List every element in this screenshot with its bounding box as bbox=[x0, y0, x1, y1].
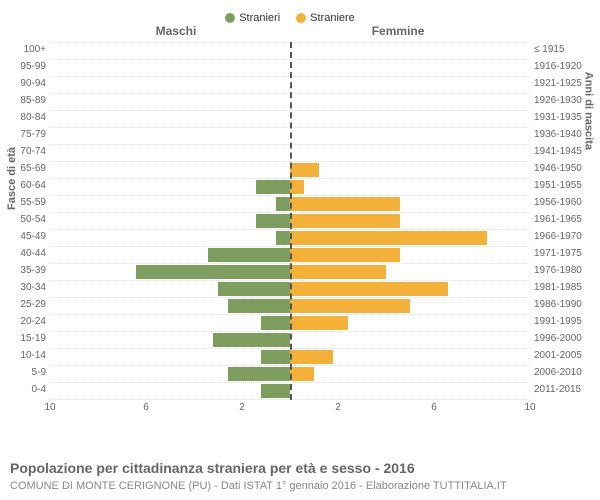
age-label: 100+ bbox=[4, 44, 46, 55]
legend-swatch bbox=[225, 13, 235, 23]
male-bar bbox=[208, 248, 290, 262]
xtick: 10 bbox=[524, 402, 535, 413]
birth-year-label: 1941-1945 bbox=[534, 146, 596, 157]
male-bar bbox=[213, 333, 290, 347]
age-label: 60-64 bbox=[4, 180, 46, 191]
male-bar bbox=[261, 316, 290, 330]
pyramid-rows: 100+≤ 191595-991916-192090-941921-192585… bbox=[50, 42, 530, 400]
male-bar bbox=[228, 367, 290, 381]
legend-item: Stranieri bbox=[225, 12, 280, 24]
male-bar bbox=[276, 231, 290, 245]
birth-year-label: 2011-2015 bbox=[534, 384, 596, 395]
x-axis: 10622610 bbox=[50, 400, 530, 420]
birth-year-label: 1916-1920 bbox=[534, 61, 596, 72]
female-bar bbox=[290, 367, 314, 381]
header-females: Femmine bbox=[372, 24, 425, 38]
birth-year-label: 1956-1960 bbox=[534, 197, 596, 208]
age-label: 15-19 bbox=[4, 333, 46, 344]
female-bar bbox=[290, 163, 319, 177]
female-bar bbox=[290, 231, 487, 245]
male-bar bbox=[256, 214, 290, 228]
legend-label: Straniere bbox=[310, 12, 355, 24]
xtick: 2 bbox=[239, 402, 245, 413]
age-label: 75-79 bbox=[4, 129, 46, 140]
birth-year-label: 1946-1950 bbox=[534, 163, 596, 174]
female-bar bbox=[290, 282, 448, 296]
xtick: 2 bbox=[335, 402, 341, 413]
female-bar bbox=[290, 316, 348, 330]
chart-title: Popolazione per cittadinanza straniera p… bbox=[10, 460, 415, 476]
age-label: 5-9 bbox=[4, 367, 46, 378]
legend: Stranieri Straniere bbox=[50, 10, 530, 24]
age-label: 80-84 bbox=[4, 112, 46, 123]
xtick: 10 bbox=[44, 402, 55, 413]
age-label: 50-54 bbox=[4, 214, 46, 225]
birth-year-label: 2001-2005 bbox=[534, 350, 596, 361]
birth-year-label: 1951-1955 bbox=[534, 180, 596, 191]
birth-year-label: 1966-1970 bbox=[534, 231, 596, 242]
chart-subtitle: COMUNE DI MONTE CERIGNONE (PU) - Dati IS… bbox=[10, 480, 507, 492]
female-bar bbox=[290, 197, 400, 211]
birth-year-label: 1936-1940 bbox=[534, 129, 596, 140]
female-bar bbox=[290, 180, 304, 194]
age-label: 65-69 bbox=[4, 163, 46, 174]
female-bar bbox=[290, 214, 400, 228]
age-label: 30-34 bbox=[4, 282, 46, 293]
age-label: 10-14 bbox=[4, 350, 46, 361]
male-bar bbox=[261, 350, 290, 364]
female-bar bbox=[290, 299, 410, 313]
birth-year-label: 1961-1965 bbox=[534, 214, 596, 225]
birth-year-label: 2006-2010 bbox=[534, 367, 596, 378]
female-bar bbox=[290, 265, 386, 279]
birth-year-label: 1996-2000 bbox=[534, 333, 596, 344]
male-bar bbox=[256, 180, 290, 194]
center-axis bbox=[290, 42, 292, 400]
birth-year-label: 1921-1925 bbox=[534, 78, 596, 89]
xtick: 6 bbox=[143, 402, 149, 413]
male-bar bbox=[228, 299, 290, 313]
birth-year-label: 1971-1975 bbox=[534, 248, 596, 259]
age-label: 25-29 bbox=[4, 299, 46, 310]
birth-year-label: 1931-1935 bbox=[534, 112, 596, 123]
age-label: 90-94 bbox=[4, 78, 46, 89]
birth-year-label: 1986-1990 bbox=[534, 299, 596, 310]
pyramid-chart: Stranieri Straniere Maschi Femmine 100+≤ … bbox=[50, 10, 530, 410]
age-label: 20-24 bbox=[4, 316, 46, 327]
xtick: 6 bbox=[431, 402, 437, 413]
age-label: 40-44 bbox=[4, 248, 46, 259]
birth-year-label: 1976-1980 bbox=[534, 265, 596, 276]
birth-year-label: 1981-1985 bbox=[534, 282, 596, 293]
birth-year-label: 1991-1995 bbox=[534, 316, 596, 327]
legend-label: Stranieri bbox=[239, 12, 280, 24]
birth-year-label: 1926-1930 bbox=[534, 95, 596, 106]
birth-year-label: ≤ 1915 bbox=[534, 44, 596, 55]
male-bar bbox=[276, 197, 290, 211]
age-label: 35-39 bbox=[4, 265, 46, 276]
header-males: Maschi bbox=[156, 24, 197, 38]
legend-swatch bbox=[296, 13, 306, 23]
age-label: 70-74 bbox=[4, 146, 46, 157]
legend-item: Straniere bbox=[296, 12, 355, 24]
age-label: 95-99 bbox=[4, 61, 46, 72]
age-label: 45-49 bbox=[4, 231, 46, 242]
column-headers: Maschi Femmine bbox=[50, 24, 530, 42]
male-bar bbox=[136, 265, 290, 279]
female-bar bbox=[290, 350, 333, 364]
female-bar bbox=[290, 248, 400, 262]
male-bar bbox=[218, 282, 290, 296]
age-label: 55-59 bbox=[4, 197, 46, 208]
age-label: 0-4 bbox=[4, 384, 46, 395]
male-bar bbox=[261, 384, 290, 398]
age-label: 85-89 bbox=[4, 95, 46, 106]
